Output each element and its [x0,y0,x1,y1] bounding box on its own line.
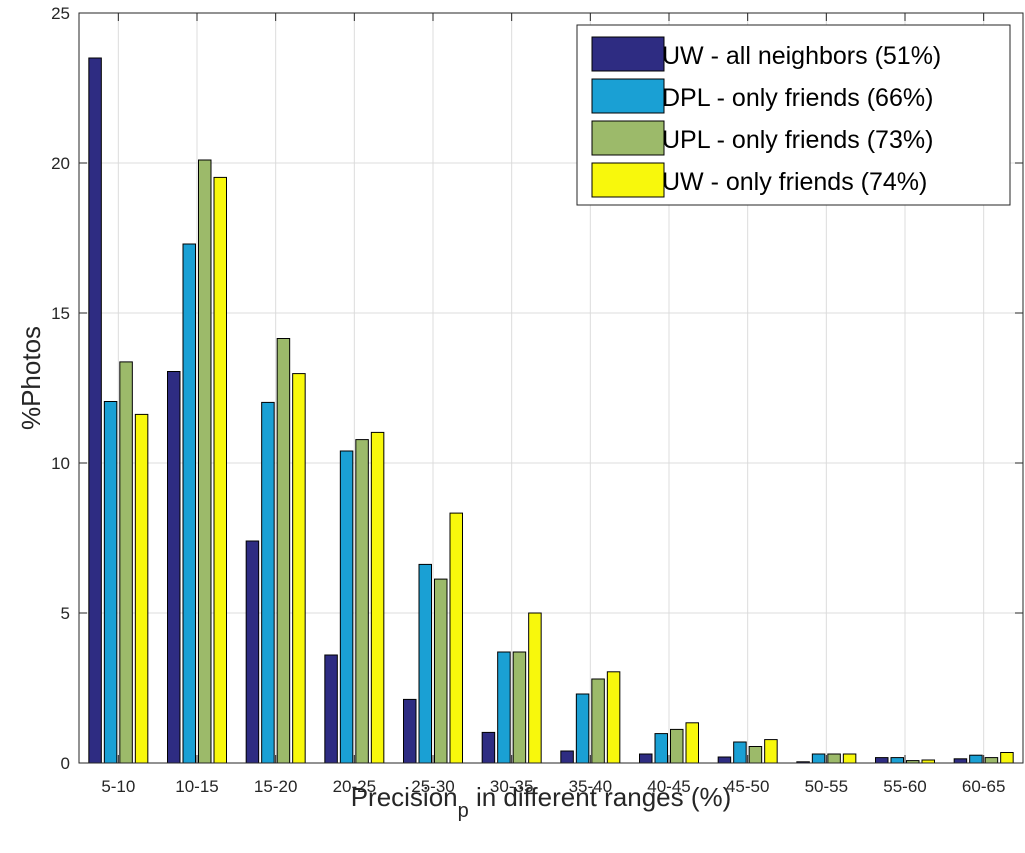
y-tick-label: 10 [51,454,70,473]
legend-label-3: UPL - only friends (73%) [662,126,933,154]
bar-series-2-35-40 [575,693,590,764]
x-tick-labels: 5-10 10-15 15-20 20-25 25-30 30-35 35-40 40-45 4… [101,777,1005,796]
x-tick-label: 45-50 [726,777,769,796]
x-axis-title: Precisionp in different ranges (%) [351,782,732,822]
x-tick-label: 15-20 [254,777,297,796]
bar-series-2-10-15 [182,243,196,764]
bar-series-4-50-55 [842,753,857,764]
bar-series-4-25-30 [449,512,463,764]
bar-series-1-35-40 [560,750,574,764]
x-axis-title-main: Precision [351,782,458,812]
x-tick-label: 55-60 [883,777,926,796]
x-tick-label: 50-55 [805,777,848,796]
bar-series-1-55-60 [875,757,889,764]
bar-series-4-45-50 [764,739,778,764]
x-axis-title-rest: in different ranges (%) [469,782,732,812]
bar-series-1-30-35 [481,731,496,764]
legend-swatch-4 [591,162,665,198]
bar-series-3-30-35 [512,651,527,764]
legend-swatch-1 [591,36,665,72]
legend-label-4: UW - only friends (74%) [662,168,927,196]
bar-series-2-20-25 [339,450,354,764]
x-tick-label: 35-40 [569,777,612,796]
bar-series-4-5-10 [134,413,149,764]
bar-series-2-5-10 [103,401,118,764]
y-tick-label: 20 [51,154,70,173]
bar-series-1-25-30 [403,698,417,764]
bar-series-1-5-10 [88,57,102,764]
bar-series-3-5-10 [119,361,133,764]
y-axis-title: %Photos [16,326,46,430]
bar-series-1-40-45 [639,753,653,764]
bar-series-3-15-20 [276,338,291,764]
x-tick-label: 60-65 [962,777,1005,796]
bar-series-1-20-25 [324,654,338,764]
y-tick-label: 5 [61,604,70,623]
bar-series-4-35-40 [606,671,621,764]
bar-series-2-60-65 [969,754,983,764]
bar-series-3-10-15 [198,159,212,764]
legend-label-1: UW - all neighbors (51%) [662,42,941,70]
bar-series-3-40-45 [670,728,684,764]
axis-ticks [79,12,1023,764]
y-tick-label: 0 [61,754,70,773]
bar-series-4-15-20 [292,373,306,764]
bar-series-1-45-50 [717,756,732,764]
x-tick-label: 30-35 [490,777,533,796]
bar-series-3-20-25 [355,439,369,764]
x-tick-label: 20-25 [333,777,376,796]
bar-series-4-30-35 [528,612,542,764]
x-axis-title-subscript: p [458,800,469,822]
bar-series-3-45-50 [748,746,763,764]
bar-series-2-40-45 [654,733,668,764]
legend: UW - all neighbors (51%) DPL - only frien… [576,24,1011,206]
bar-series-3-50-55 [827,753,841,764]
x-tick-label: 40-45 [647,777,690,796]
legend-swatch-2 [591,78,665,114]
legend-label-2: DPL - only friends (66%) [662,84,933,112]
bar-series-1-10-15 [167,371,181,764]
bar-series-4-20-25 [370,431,385,764]
y-tick-label: 15 [51,304,70,323]
bar-series-4-40-45 [685,722,699,764]
bar-series-3-35-40 [591,678,605,764]
bar-series-1-15-20 [245,540,260,764]
plot-frame [78,12,1024,764]
bar-series-1-60-65 [953,758,968,764]
x-tick-label: 5-10 [101,777,135,796]
bar-series-3-60-65 [984,757,999,764]
bar-series-2-50-55 [811,753,826,764]
y-tick-labels: 0 5 10 15 20 25 [51,4,70,773]
legend-swatch-3 [591,120,665,156]
bar-series-4-60-65 [1000,752,1014,764]
bar-series-2-30-35 [497,651,511,764]
bar-series-2-55-60 [890,757,904,764]
bar-series-3-25-30 [434,578,448,764]
x-tick-label: 25-30 [411,777,454,796]
bar-series-2-25-30 [418,563,432,764]
y-tick-label: 25 [51,4,70,23]
bar-series-2-15-20 [261,401,275,764]
bar-series-4-10-15 [213,176,227,764]
x-tick-label: 10-15 [175,777,218,796]
bar-series-2-45-50 [733,741,747,764]
